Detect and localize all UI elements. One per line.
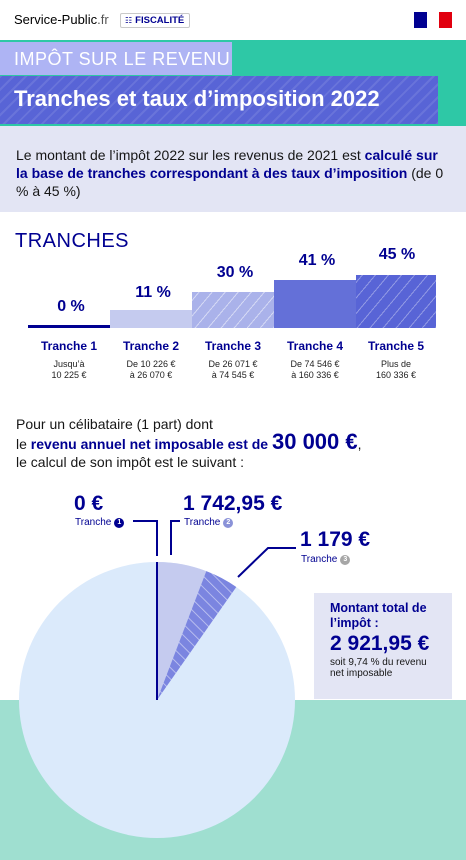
label-tranche-3: Tranche 3 xyxy=(301,554,351,565)
calc-line-1: Pour un célibataire (1 part) dont xyxy=(16,416,213,432)
rate-label-2: 11 % xyxy=(135,284,171,301)
title-banner: Tranches et taux d’imposition 2022 xyxy=(0,76,438,124)
income-amount: 30 000 € xyxy=(271,429,358,454)
intro-bold: calculé sur la base de tranches correspo… xyxy=(16,147,438,181)
tranche-name-5: Tranche 5 xyxy=(367,339,425,353)
page-title: Tranches et taux d’imposition 2022 xyxy=(14,86,380,111)
rate-label-1: 0 % xyxy=(57,298,85,315)
rate-label-4: 41 % xyxy=(298,252,336,269)
amount-tranche-2: 1 742,95 € xyxy=(183,492,283,515)
tranche-name-2: Tranche 2 xyxy=(122,339,180,353)
intro-part2: (de 0 % à 45 %) xyxy=(16,165,444,199)
total-amount: 2 921,95 € xyxy=(330,632,430,655)
rate-label-5: 45 % xyxy=(378,246,416,263)
intro-text: Le montant de l’impôt 2022 sur les reven… xyxy=(16,146,452,200)
label-tranche-2: Tranche 2 xyxy=(184,517,234,528)
site-suffix: .fr xyxy=(97,12,109,27)
calculation-text: Pour un célibataire (1 part) dont le rev… xyxy=(16,415,456,471)
calc-line-2: le revenu annuel net imposable est de 30… xyxy=(16,429,362,454)
category-badge: ☷ FISCALITÉ xyxy=(120,13,191,28)
pie-slice-tranche-2 xyxy=(157,562,207,700)
tranche-name-1: Tranche 1 xyxy=(40,339,98,353)
tranche-bar-4 xyxy=(274,280,356,328)
intro-part1: Le montant de l’impôt 2022 sur les reven… xyxy=(16,147,365,163)
amount-tranche-3: 1 179 € xyxy=(300,528,371,551)
calc-line-3: le calcul de son impôt est le suivant : xyxy=(16,454,245,470)
intro-box: Le montant de l’impôt 2022 sur les reven… xyxy=(0,126,466,212)
site-name: Service-Public xyxy=(14,12,98,27)
french-flag-icon xyxy=(414,12,453,28)
tranche-range-3: De 26 071 € à 74 545 € xyxy=(208,359,258,380)
tranche-bar-2 xyxy=(110,310,192,328)
tranche-name-4: Tranche 4 xyxy=(286,339,344,353)
building-icon: ☷ xyxy=(125,16,133,25)
rate-label-3: 30 % xyxy=(216,264,254,281)
tranches-heading: TRANCHES xyxy=(15,230,130,252)
label-tranche-1: Tranche 1 xyxy=(75,517,125,528)
amount-tranche-1: 0 € xyxy=(74,492,104,515)
tranche-range-1: Jusqu’à 10 225 € xyxy=(51,359,87,380)
tranche-range-4: De 74 546 € à 160 336 € xyxy=(290,359,340,380)
tranche-range-5: Plus de 160 336 € xyxy=(375,359,417,380)
leader-line-1 xyxy=(133,520,158,556)
kicker-banner: IMPÔT SUR LE REVENU xyxy=(0,42,232,75)
total-note: soit 9,74 % du revenu net imposable xyxy=(330,657,427,679)
tranche-name-3: Tranche 3 xyxy=(204,339,262,353)
site-logo[interactable]: Service-Public.fr xyxy=(14,12,109,27)
header-bar: Service-Public.fr ☷ FISCALITÉ xyxy=(0,0,466,40)
total-label: Montant total de l’impôt : xyxy=(330,601,427,630)
pie-slice-tranche-3 xyxy=(157,571,237,700)
tranche-bar-3 xyxy=(192,292,274,328)
tranche-range-2: De 10 226 € à 26 070 € xyxy=(126,359,176,380)
tranche-bar-1 xyxy=(28,325,110,328)
category-label: FISCALITÉ xyxy=(135,15,185,26)
leader-line-2 xyxy=(170,520,180,555)
kicker-text: IMPÔT SUR LE REVENU xyxy=(14,49,231,69)
leader-line-3 xyxy=(237,547,296,578)
total-box: Montant total de l’impôt : 2 921,95 € so… xyxy=(314,593,452,699)
tranche-bar-5 xyxy=(356,275,436,328)
